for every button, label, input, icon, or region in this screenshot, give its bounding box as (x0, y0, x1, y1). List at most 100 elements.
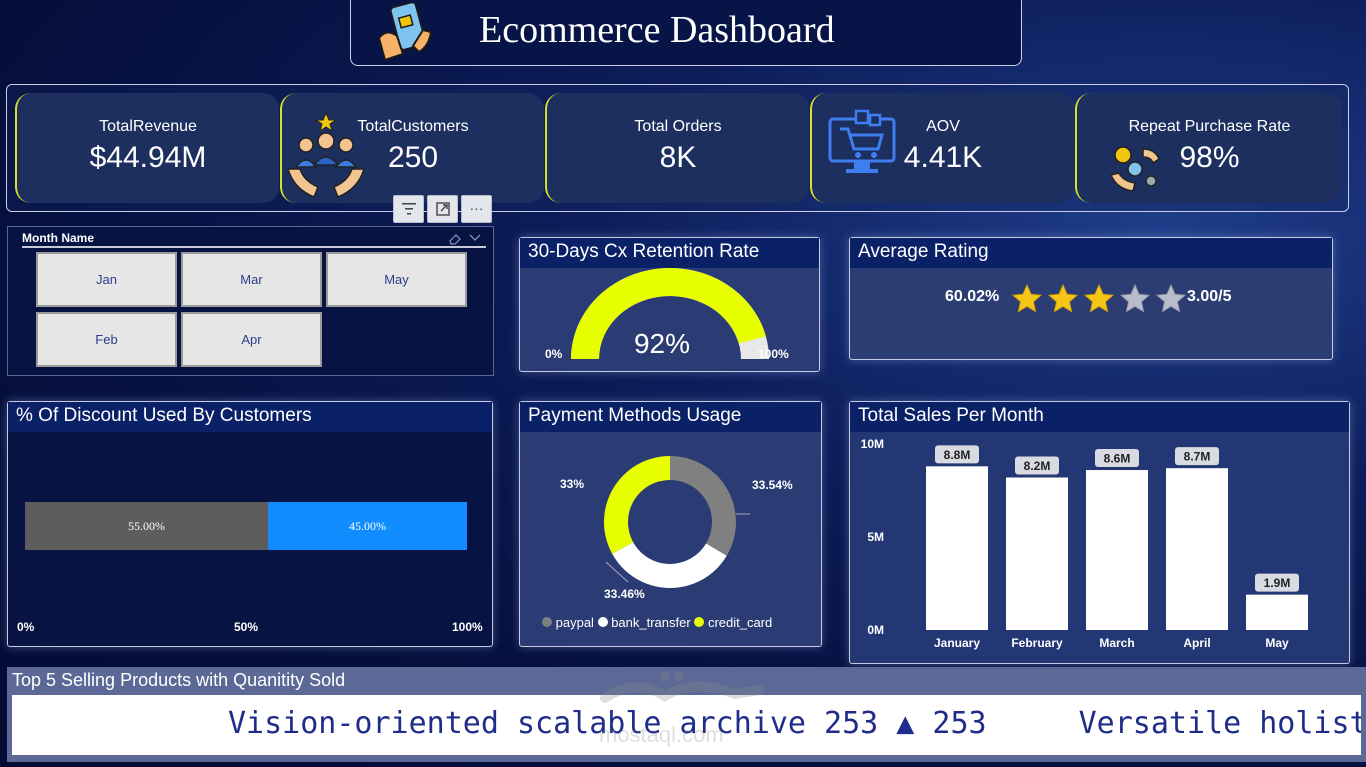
star-empty-icon (1155, 283, 1187, 313)
x-tick-label: May (1265, 636, 1289, 650)
card-title: % Of Discount Used By Customers (8, 402, 492, 432)
kpi-card-total-orders: Total Orders 8K (545, 93, 809, 203)
slicer-title: Month Name (22, 231, 94, 245)
donut-slice-paypal[interactable] (670, 456, 736, 556)
discount-stacked-bar: 55.00% 45.00% (25, 502, 467, 550)
kpi-card-total-revenue: TotalRevenue $44.94M (15, 93, 279, 203)
bar-january[interactable] (926, 466, 988, 630)
bar-april[interactable] (1166, 468, 1228, 630)
sales-per-month-card: Total Sales Per Month 0M 5M 10M 8.8M January… (849, 401, 1350, 664)
customers-hands-icon (286, 111, 366, 198)
month-button-mar[interactable]: Mar (181, 252, 322, 307)
ticker-text: Vision-oriented scalable archive 253 ▲ 2… (228, 706, 1361, 741)
cart-monitor-icon (828, 109, 896, 173)
kpi-label: AOV (926, 118, 960, 135)
data-label-background (1175, 447, 1219, 466)
money-exchange-icon (1109, 146, 1160, 192)
bar-may[interactable] (1246, 594, 1308, 630)
card-title: Payment Methods Usage (520, 402, 821, 432)
kpi-label: TotalRevenue (99, 118, 197, 135)
focus-mode-button[interactable] (427, 195, 458, 223)
sales-bar-chart: 0M 5M 10M 8.8M January 8.2M February 8.6M March 8… (861, 437, 1308, 650)
discount-usage-card: % Of Discount Used By Customers 55.00% 4… (7, 401, 493, 647)
star-filled-icon (1047, 283, 1079, 313)
donut-slice-bank-transfer[interactable] (612, 542, 727, 588)
month-slicer: Month Name Jan Mar May Feb Apr (7, 226, 494, 376)
filter-icon (401, 203, 416, 215)
kpi-label: Total Orders (634, 118, 722, 135)
kpi-card-total-customers: TotalCustomers 250 (280, 93, 544, 203)
legend-item-credit-card: credit_card (694, 615, 772, 630)
gauge-fill (571, 268, 766, 359)
discount-segment-used: 55.00% (25, 502, 269, 550)
legend-item-bank-transfer: bank_transfer (597, 615, 691, 630)
rating-percent: 60.02% (945, 288, 1000, 305)
axis-tick: 50% (234, 620, 259, 634)
card-title: Average Rating (850, 238, 1332, 268)
kpi-value: 98% (1179, 141, 1240, 174)
dashboard-header: Ecommerce Dashboard (350, 0, 1022, 66)
x-tick-label: April (1183, 636, 1210, 650)
data-label: 8.6M (1104, 452, 1131, 466)
x-tick-label: February (1011, 636, 1063, 650)
slice-label-paypal: 33.54% (752, 478, 793, 492)
data-label: 8.2M (1024, 459, 1051, 473)
watermark-logo-icon (600, 671, 765, 703)
kpi-card-repeat-purchase-rate: Repeat Purchase Rate 98% (1075, 93, 1342, 203)
month-button-may[interactable]: May (326, 252, 467, 307)
mobile-shopping-icon (377, 2, 433, 62)
gauge-max-label: 100% (758, 347, 789, 361)
payment-methods-card: Payment Methods Usage 33.54% 33.46% 33% … (519, 401, 822, 647)
average-rating-card: Average Rating 60.02% 3.00/5 (849, 237, 1333, 360)
donut-slice-credit-card[interactable] (604, 456, 670, 554)
axis-tick: 100% (452, 620, 483, 634)
chevron-down-icon[interactable] (469, 233, 481, 243)
bar-february[interactable] (1006, 477, 1068, 630)
data-label-background (935, 445, 979, 464)
retention-gauge: 92% (571, 268, 769, 359)
month-button-jan[interactable]: Jan (36, 252, 177, 307)
kpi-strip: TotalRevenue $44.94M TotalCustomers 250 … (6, 84, 1349, 212)
ticker-item: Vision-oriented scalable archive 253 ▲ 2… (228, 706, 987, 741)
kpi-value: 4.41K (903, 141, 983, 174)
slice-label-bank-transfer: 33.46% (604, 587, 645, 601)
eraser-icon[interactable] (448, 233, 462, 245)
data-label-background (1095, 449, 1139, 468)
month-button-apr[interactable]: Apr (181, 312, 322, 367)
x-tick-label: March (1099, 636, 1134, 650)
gauge-value: 92% (634, 328, 690, 359)
chart-title: Total Sales Per Month (850, 402, 1349, 432)
ticker-title: Top 5 Selling Products with Quanitity So… (12, 670, 346, 690)
focus-mode-icon (435, 202, 450, 216)
filter-button[interactable] (393, 195, 424, 223)
card-title: 30-Days Cx Retention Rate (520, 238, 819, 268)
more-options-button[interactable]: ··· (461, 195, 492, 223)
y-tick-label: 5M (867, 530, 884, 544)
star-filled-icon (1083, 283, 1115, 313)
data-label-background (1255, 573, 1299, 592)
data-label: 8.7M (1184, 450, 1211, 464)
discount-segment-not-used: 45.00% (268, 502, 467, 550)
bar-march[interactable] (1086, 470, 1148, 630)
segment-label: 55.00% (128, 519, 166, 533)
axis-tick: 0% (17, 620, 35, 634)
kpi-card-aov: AOV 4.41K (810, 93, 1074, 203)
kpi-label: Repeat Purchase Rate (1128, 118, 1291, 135)
slice-label-credit-card: 33% (560, 477, 585, 491)
star-rating (1010, 282, 1190, 316)
data-label: 8.8M (944, 448, 971, 462)
segment-label: 45.00% (349, 519, 387, 533)
page-title: Ecommerce Dashboard (479, 9, 835, 51)
gauge-min-label: 0% (545, 347, 563, 361)
kpi-value: 250 (387, 141, 439, 174)
visual-toolbar: ··· (393, 195, 492, 223)
data-label-background (1015, 456, 1059, 475)
month-button-feb[interactable]: Feb (36, 312, 177, 367)
donut-slices (604, 456, 736, 588)
y-tick-label: 0M (867, 623, 884, 637)
ticker-item: Versatile holist (1078, 706, 1361, 741)
kpi-value: 8K (659, 141, 697, 174)
star-filled-icon (1011, 283, 1043, 313)
star-empty-icon (1119, 283, 1151, 313)
legend-item-paypal: paypal (542, 615, 594, 630)
